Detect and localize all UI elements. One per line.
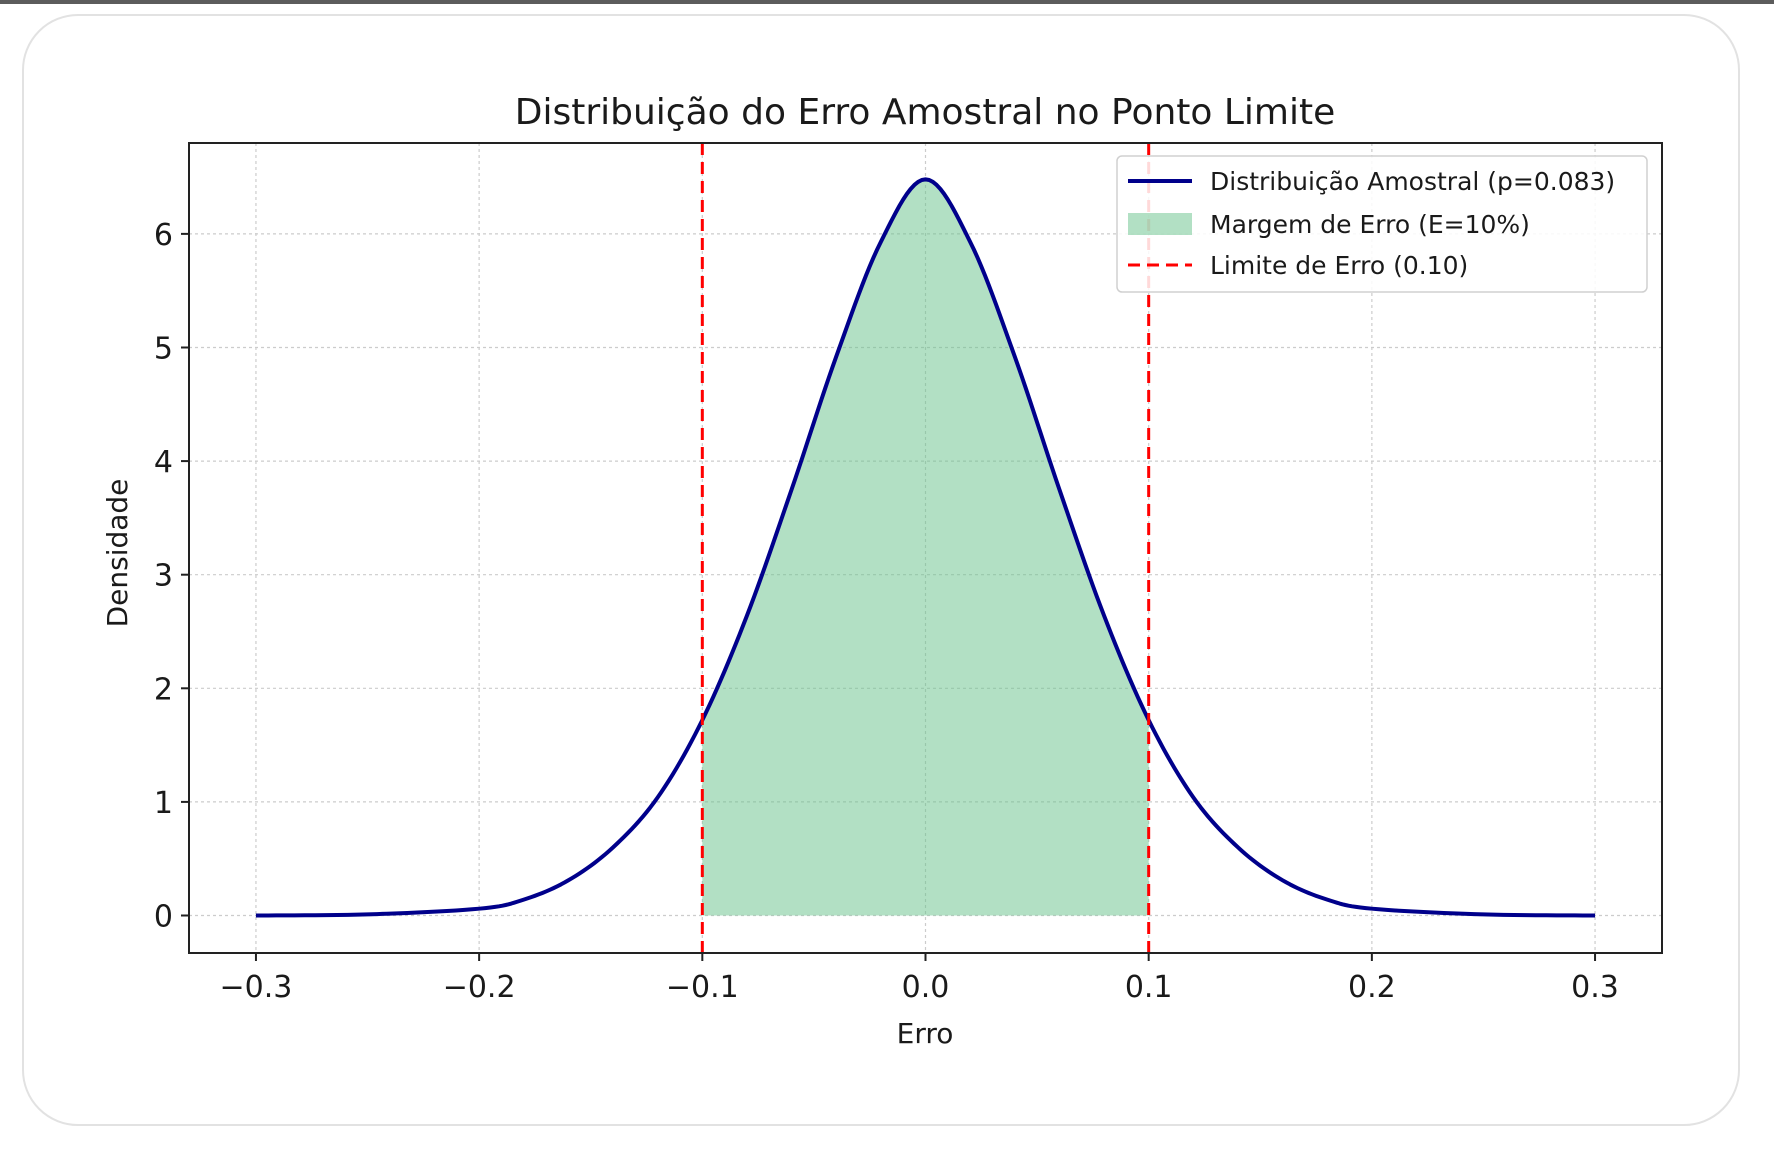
y-tick-label-3: 3 <box>154 559 173 594</box>
top-edge-bar <box>0 0 1774 4</box>
legend-label-distribution: Distribuição Amostral (p=0.083) <box>1210 167 1615 196</box>
x-tick-label-2: −0.1 <box>666 970 739 1005</box>
y-axis-label: Densidade <box>101 479 134 628</box>
y-tick-label-1: 1 <box>154 786 173 821</box>
distribution-line <box>255 177 1596 918</box>
y-tick-label-4: 4 <box>154 445 173 480</box>
x-tick-label-1: −0.2 <box>443 970 516 1005</box>
legend-swatch-fill <box>1128 213 1192 235</box>
legend: Distribuição Amostral (p=0.083) Margem d… <box>1116 155 1648 293</box>
x-tick-label-4: 0.1 <box>1125 970 1173 1005</box>
y-tick-label-0: 0 <box>154 900 173 935</box>
y-tick-label-6: 6 <box>154 218 173 253</box>
legend-label-margin: Margem de Erro (E=10%) <box>1210 210 1530 239</box>
series-line-layer <box>255 177 1596 918</box>
x-tick-label-6: 0.3 <box>1571 970 1619 1005</box>
margin-fill-layer <box>702 179 1149 916</box>
y-tick-label-5: 5 <box>154 331 173 366</box>
y-tick-label-2: 2 <box>154 672 173 707</box>
legend-box <box>1116 155 1648 293</box>
x-tick-label-3: 0.0 <box>902 970 950 1005</box>
margin-fill <box>702 179 1149 916</box>
axis-ticks: −0.3 −0.2 −0.1 0.0 0.1 0.2 0.3 0 1 2 3 4 5 6 <box>154 218 1619 1005</box>
x-axis-label: Erro <box>897 1017 954 1050</box>
x-tick-label-5: 0.2 <box>1348 970 1396 1005</box>
x-tick-label-0: −0.3 <box>220 970 293 1005</box>
chart-title: Distribuição do Erro Amostral no Ponto L… <box>515 92 1336 133</box>
legend-label-limit: Limite de Erro (0.10) <box>1210 251 1468 280</box>
